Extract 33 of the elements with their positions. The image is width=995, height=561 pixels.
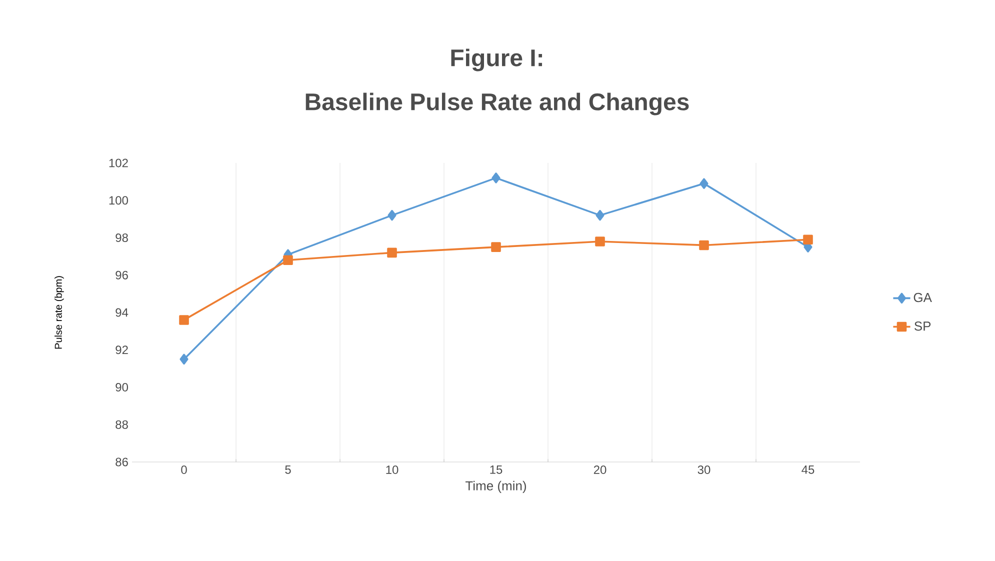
x-tick-label: 45	[802, 466, 814, 474]
x-tick-label: 20	[594, 466, 606, 474]
point	[387, 248, 397, 258]
y-tick-label: 102	[109, 158, 128, 168]
y-tick-label: 96	[116, 270, 128, 280]
point	[699, 240, 709, 250]
y-axis-title: Pulse rate (bpm)	[54, 276, 64, 349]
y-tick-label: 98	[116, 233, 128, 242]
y-tick-label: 86	[116, 458, 128, 466]
x-tick-label: 10	[386, 466, 398, 474]
x-tick-label: 30	[698, 466, 710, 474]
point	[491, 242, 501, 252]
y-tick-label: 88	[116, 420, 128, 429]
y-tick-label: 100	[109, 196, 128, 205]
point	[179, 315, 189, 325]
y-tick-label: 92	[116, 346, 128, 354]
point	[596, 210, 604, 221]
point	[700, 178, 708, 189]
x-tick-label: 0	[181, 466, 187, 474]
point	[283, 255, 293, 266]
y-tick-label: 90	[116, 382, 128, 392]
point	[595, 236, 605, 246]
point	[388, 210, 396, 221]
y-tick-label: 94	[116, 308, 128, 317]
chart-title: Figure I: Baseline Pulse Rate and Changes	[306, 48, 689, 116]
point	[180, 354, 188, 365]
x-tick-label: 5	[285, 466, 291, 474]
legend-label: SP	[914, 321, 931, 331]
legend-label: GA	[914, 292, 932, 302]
point	[803, 234, 813, 245]
x-tick-label: 15	[490, 466, 502, 474]
x-axis-title: Time (min)	[465, 480, 526, 493]
point	[492, 172, 500, 184]
